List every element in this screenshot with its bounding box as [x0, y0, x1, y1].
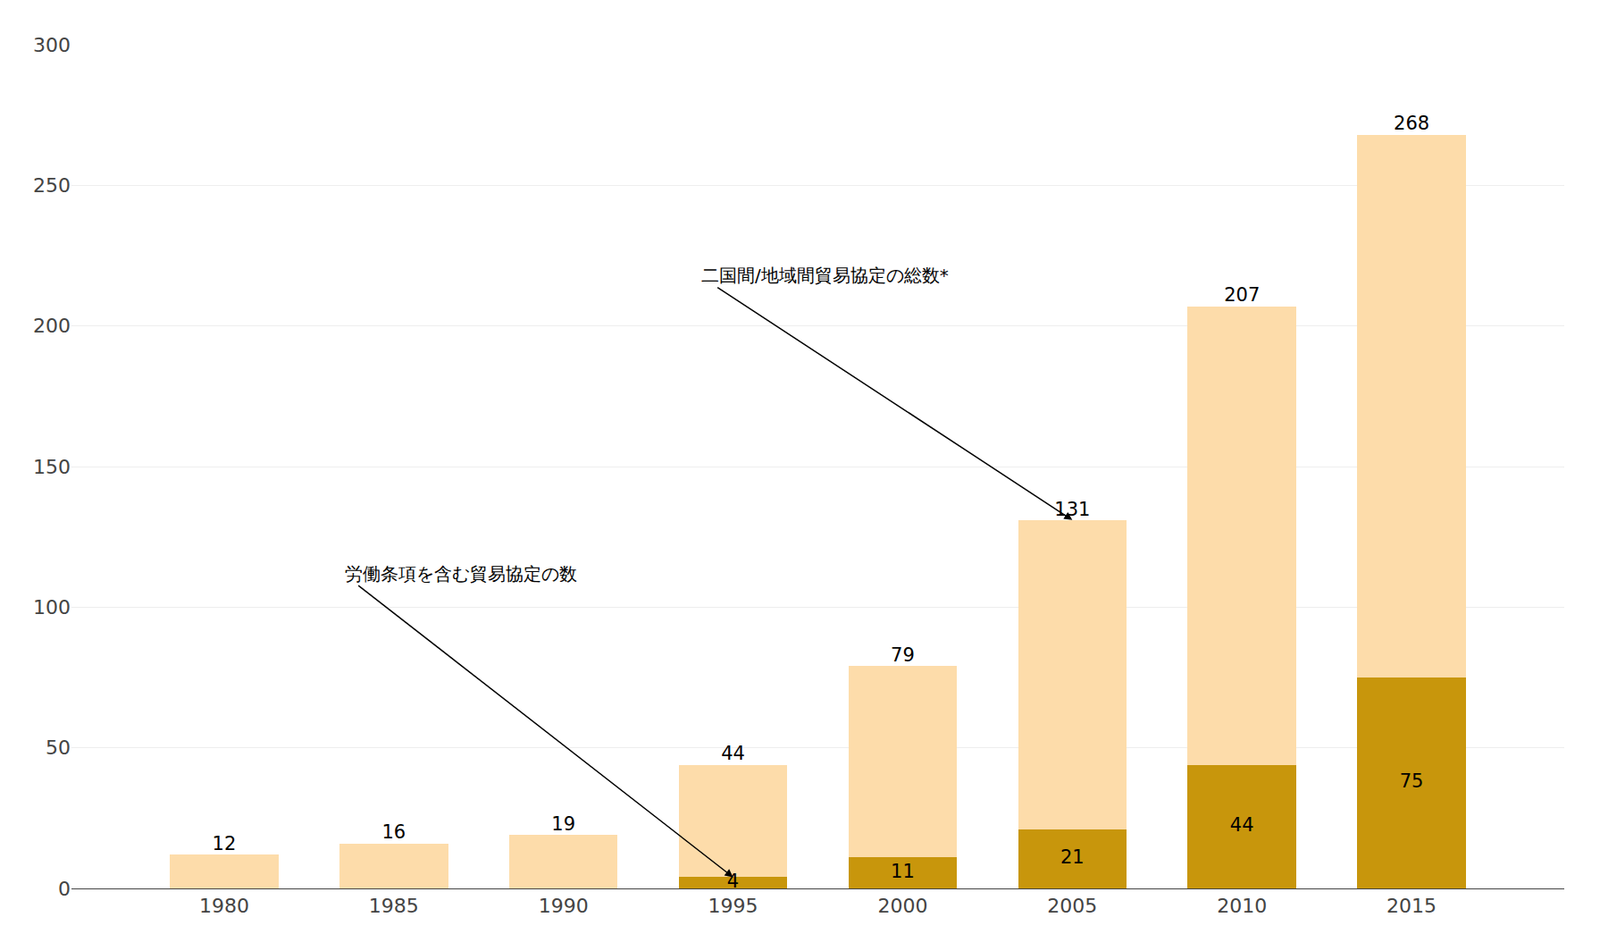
svg-text:50: 50	[45, 736, 71, 759]
svg-text:79: 79	[890, 644, 915, 666]
svg-text:150: 150	[33, 455, 71, 478]
svg-text:44: 44	[720, 742, 746, 764]
svg-text:300: 300	[33, 33, 71, 57]
svg-text:200: 200	[33, 314, 71, 337]
svg-text:19: 19	[551, 812, 576, 835]
svg-text:207: 207	[1223, 284, 1260, 306]
svg-text:1985: 1985	[368, 894, 419, 917]
svg-text:0: 0	[58, 877, 71, 900]
svg-text:2010: 2010	[1216, 894, 1267, 917]
svg-text:労働条項を含む貿易協定の数: 労働条項を含む貿易協定の数	[344, 562, 578, 585]
svg-text:二国間/地域間貿易協定の総数*: 二国間/地域間貿易協定の総数*	[701, 264, 949, 286]
svg-text:250: 250	[33, 174, 71, 197]
svg-text:16: 16	[381, 820, 406, 843]
svg-text:131: 131	[1054, 498, 1090, 520]
svg-text:11: 11	[890, 860, 915, 882]
svg-text:44: 44	[1230, 813, 1255, 836]
svg-text:1990: 1990	[538, 894, 589, 917]
svg-text:100: 100	[33, 595, 71, 619]
svg-text:2015: 2015	[1386, 894, 1437, 917]
svg-text:268: 268	[1393, 112, 1430, 135]
svg-text:12: 12	[212, 832, 237, 855]
svg-text:1995: 1995	[708, 894, 759, 917]
svg-text:2005: 2005	[1047, 894, 1098, 917]
svg-text:4: 4	[727, 870, 739, 892]
svg-text:2000: 2000	[877, 894, 928, 917]
svg-text:75: 75	[1399, 770, 1425, 792]
svg-text:1980: 1980	[199, 894, 250, 917]
svg-text:21: 21	[1060, 846, 1085, 868]
